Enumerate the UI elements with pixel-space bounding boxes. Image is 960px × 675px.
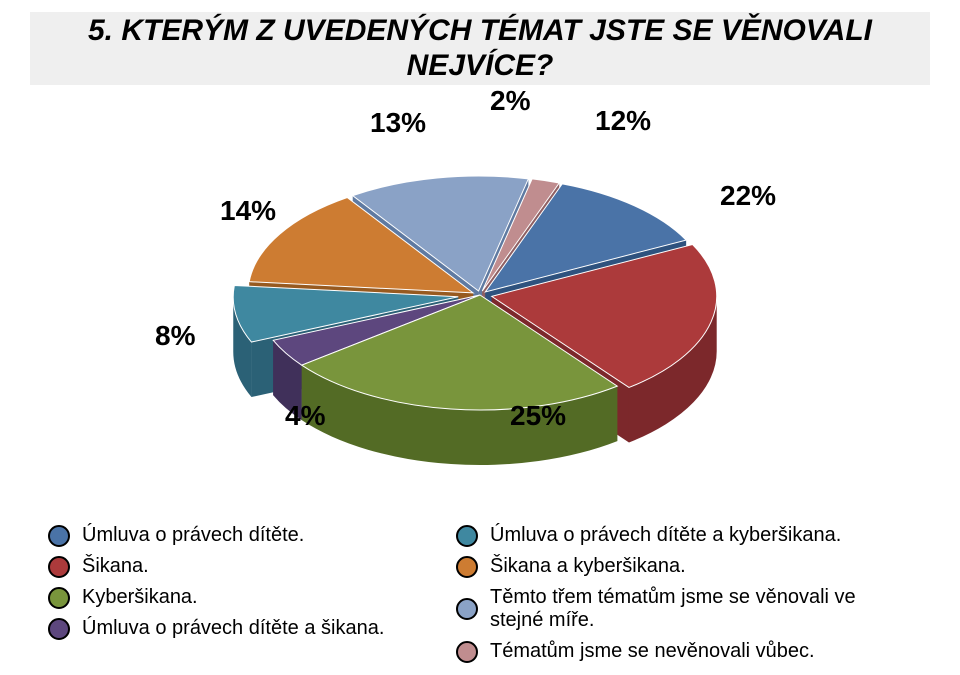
legend-dot-icon xyxy=(456,641,478,663)
legend-col-left: Úmluva o právech dítěte. Šikana. Kyberšika… xyxy=(48,524,448,663)
legend-item: Šikana a kyberšikana. xyxy=(456,555,912,578)
legend-item: Tématům jsme se nevěnovali vůbec. xyxy=(456,640,912,663)
legend-dot-icon xyxy=(48,618,70,640)
pie-chart-svg: 12% 22% 25% 4% 8% 14% 13% 2% xyxy=(0,90,960,510)
legend-item: Úmluva o právech dítěte. xyxy=(48,524,448,547)
legend-item: Těmto třem tématům jsme se věnovali ve s… xyxy=(456,586,912,632)
chart-title: 5. KTERÝM Z UVEDENÝCH TÉMAT JSTE SE VĚNO… xyxy=(30,12,930,85)
legend-label: Tématům jsme se nevěnovali vůbec. xyxy=(490,640,815,663)
legend-dot-icon xyxy=(456,525,478,547)
legend-item: Kyberšikana. xyxy=(48,586,448,609)
legend-dot-icon xyxy=(48,556,70,578)
legend: Úmluva o právech dítěte. Šikana. Kyberšika… xyxy=(48,524,912,663)
pie-slice-label: 4% xyxy=(285,400,326,431)
legend-item: Úmluva o právech dítěte a šikana. xyxy=(48,617,448,640)
pie-slice-label: 8% xyxy=(155,320,196,351)
legend-label: Šikana. xyxy=(82,555,149,578)
legend-label: Kyberšikana. xyxy=(82,586,198,609)
legend-item: Šikana. xyxy=(48,555,448,578)
pie-slice-label: 2% xyxy=(490,90,531,116)
legend-label: Těmto třem tématům jsme se věnovali ve s… xyxy=(490,586,912,632)
legend-dot-icon xyxy=(48,587,70,609)
legend-dot-icon xyxy=(456,556,478,578)
legend-label: Šikana a kyberšikana. xyxy=(490,555,686,578)
pie-slice-label: 14% xyxy=(220,195,276,226)
title-wrap: 5. KTERÝM Z UVEDENÝCH TÉMAT JSTE SE VĚNO… xyxy=(30,12,930,85)
pie-slice-label: 22% xyxy=(720,180,776,211)
pie-chart: 12% 22% 25% 4% 8% 14% 13% 2% xyxy=(0,90,960,510)
pie-slice-label: 12% xyxy=(595,105,651,136)
legend-label: Úmluva o právech dítěte a šikana. xyxy=(82,617,384,640)
legend-dot-icon xyxy=(48,525,70,547)
legend-col-right: Úmluva o právech dítěte a kyberšikana. Ši… xyxy=(456,524,912,663)
pie-slice-label: 25% xyxy=(510,400,566,431)
legend-label: Úmluva o právech dítěte. xyxy=(82,524,304,547)
page: 5. KTERÝM Z UVEDENÝCH TÉMAT JSTE SE VĚNO… xyxy=(0,0,960,675)
pie-slice-label: 13% xyxy=(370,107,426,138)
legend-dot-icon xyxy=(456,598,478,620)
legend-item: Úmluva o právech dítěte a kyberšikana. xyxy=(456,524,912,547)
legend-label: Úmluva o právech dítěte a kyberšikana. xyxy=(490,524,841,547)
